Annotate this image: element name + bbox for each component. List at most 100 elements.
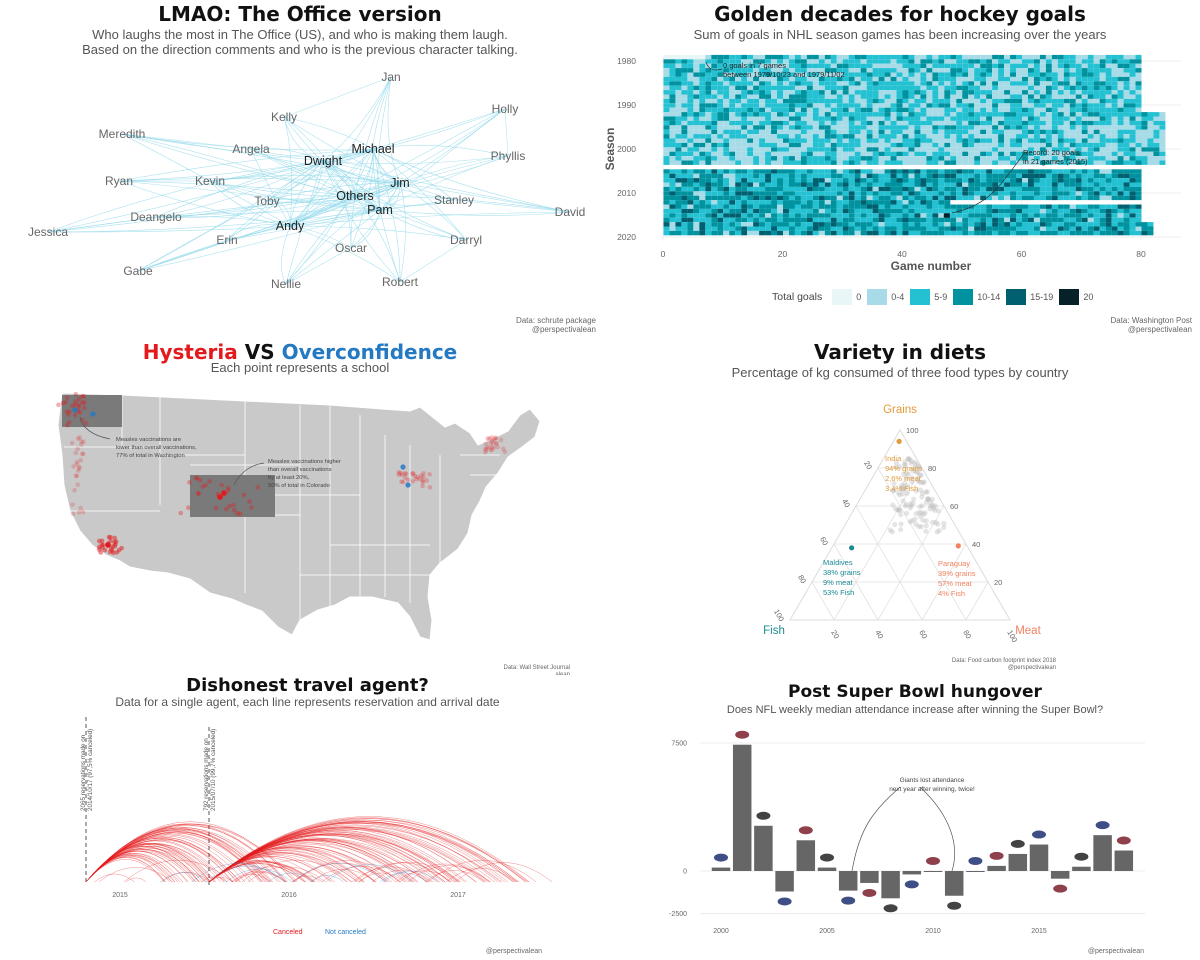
hockey-cell [783, 178, 789, 183]
hockey-cell [980, 226, 987, 231]
hockey-cell [1105, 134, 1112, 139]
hockey-cell [824, 81, 831, 86]
hockey-cell [914, 68, 921, 73]
hockey-cell [1045, 230, 1052, 236]
hockey-cell [1027, 125, 1034, 130]
country-point [941, 520, 947, 526]
hockey-cell [663, 76, 670, 82]
hockey-cell [818, 116, 825, 121]
hockey-cell [950, 182, 957, 187]
hockey-cell [681, 59, 688, 64]
hockey-cell [1093, 103, 1100, 108]
hockey-cell [1159, 147, 1166, 152]
hockey-cell [777, 134, 783, 139]
hockey-cell [717, 182, 724, 187]
superbowl-credit: @perspectivalean [1087, 948, 1144, 955]
hockey-cell [687, 230, 694, 236]
hockey-cell [687, 129, 694, 135]
hockey-cell [669, 134, 676, 139]
hockey-cell [872, 222, 879, 227]
hockey-cell [878, 169, 885, 174]
hockey-cell [729, 200, 736, 205]
country-point [905, 471, 912, 477]
hockey-cell [842, 147, 849, 152]
hockey-cell [777, 178, 783, 183]
hockey-cell [866, 68, 873, 73]
hockey-cell [866, 160, 873, 165]
hockey-cell [902, 147, 909, 152]
hockey-cell [1129, 76, 1136, 82]
hockey-cell [836, 116, 843, 121]
hockey-cell [896, 222, 903, 227]
hockey-cell [1016, 59, 1022, 64]
hockey-cell [908, 186, 915, 192]
travel-arc-canceled [208, 849, 377, 883]
hockey-cell [729, 85, 736, 91]
hockey-cell [944, 116, 951, 121]
hockey-cell [1039, 204, 1046, 209]
travel-arc-canceled [206, 865, 287, 883]
hockey-cell [693, 63, 700, 69]
hockey-cell [1057, 129, 1064, 135]
hockey-cell [1045, 134, 1052, 139]
hockey-cell [777, 94, 783, 99]
hockey-cell [699, 98, 706, 104]
hockey-cell [986, 138, 993, 143]
hockey-cell [729, 116, 736, 121]
hockey-cell [735, 160, 742, 165]
hockey-cell [1081, 112, 1088, 117]
hockey-cell [663, 195, 670, 201]
hockey-cell [860, 112, 867, 117]
hockey-cell [1063, 72, 1070, 77]
country-point [909, 479, 915, 485]
hockey-cell [914, 107, 921, 113]
hockey-cell [1111, 142, 1118, 148]
hockey-cell [944, 54, 951, 60]
hockey-cell [1105, 90, 1112, 95]
hockey-cell [956, 103, 963, 108]
hockey-cell [842, 76, 849, 82]
country-point [904, 483, 910, 489]
hockey-cell [1045, 94, 1052, 99]
hockey-cell [1129, 129, 1136, 135]
hockey-cell [1105, 76, 1112, 82]
office-node-kevin: Kevin [195, 174, 225, 188]
office-edge [379, 155, 509, 211]
hockey-cell [968, 134, 975, 139]
hockey-cell [974, 134, 981, 139]
hockey-cell [980, 204, 987, 209]
hockey-cell [1027, 147, 1034, 152]
hockey-cell [693, 230, 700, 236]
hockey-cell [842, 160, 849, 165]
hockey-cell [1033, 169, 1040, 174]
hockey-cell [711, 103, 718, 108]
hockey-cell [794, 226, 801, 231]
hockey-cell [663, 98, 670, 104]
hockey-cell [723, 63, 730, 69]
hockey-cell [830, 81, 837, 86]
hockey-cell [872, 142, 879, 148]
office-subtitle-2: Based on the direction comments and who … [82, 42, 518, 57]
hockey-cell [1135, 208, 1142, 214]
hockey-cell [729, 94, 736, 99]
hockey-cell [842, 54, 849, 60]
hockey-cell [962, 98, 969, 104]
hockey-cell [836, 103, 843, 108]
hockey-cell [681, 173, 688, 179]
hockey-cell [1051, 151, 1058, 157]
hockey-cell [1093, 217, 1100, 223]
hockey-cell [818, 195, 825, 201]
school-point-red [74, 461, 79, 467]
hockey-cell [687, 63, 694, 69]
school-point-red [81, 439, 86, 445]
hockey-cell [675, 142, 682, 148]
hockey-cell [1099, 76, 1106, 82]
hockey-cell [717, 195, 724, 201]
hockey-cell [914, 63, 921, 69]
hockey-cell [723, 208, 730, 214]
travel-arc-canceled [454, 862, 553, 883]
hockey-cell [980, 107, 987, 113]
hockey-cell [699, 191, 706, 196]
hockey-credit-source: Data: Washington Post [1110, 316, 1192, 325]
hockey-cell [1129, 156, 1136, 161]
